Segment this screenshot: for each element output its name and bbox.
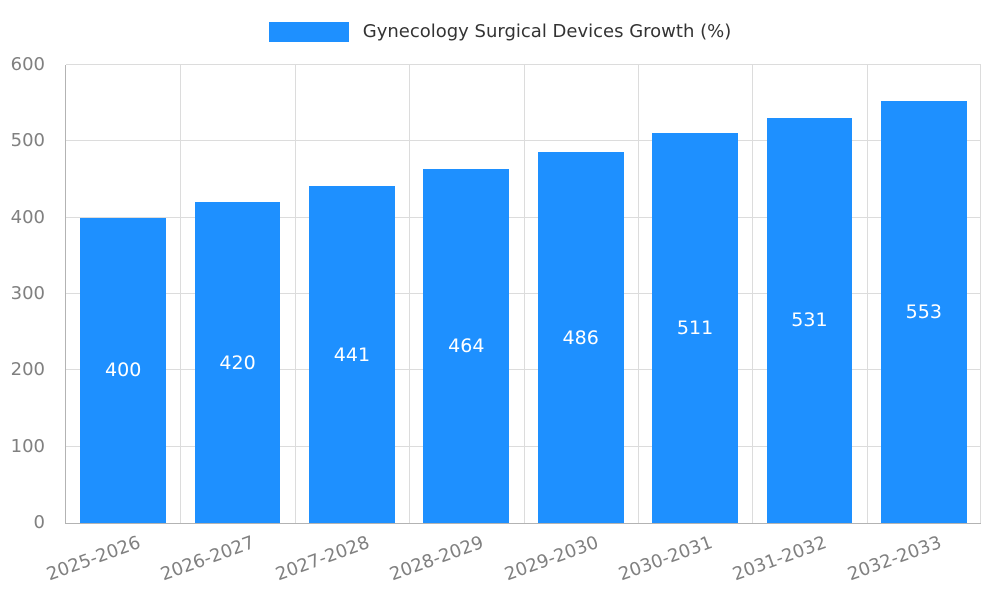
bar-2031-2032: 531 [766,117,853,523]
v-gridline [637,65,639,523]
bar-2025-2026: 400 [80,217,167,523]
chart-title: Gynecology Surgical Devices Growth (%) [362,21,732,42]
v-gridline [409,65,411,523]
v-gridline [980,65,981,523]
x-tick-label: 2025-2026 [43,532,144,586]
bar-value-label: 441 [333,343,371,366]
v-gridline [294,65,296,523]
bar-value-label: 486 [562,326,599,349]
y-tick-label: 600 [10,54,45,75]
x-tick-label: 2026-2027 [158,532,258,586]
y-tick-label: 400 [10,206,45,228]
bar-2029-2030: 486 [537,152,624,523]
y-tick-label: 500 [10,130,45,152]
v-gridline [523,65,525,523]
x-tick-label: 2028-2029 [387,532,487,586]
bar-2028-2029: 464 [423,168,510,523]
y-tick-label: 200 [10,359,45,381]
bar-value-label: 420 [219,351,256,374]
x-axis: 2025-2026 2026-2027 2027-2028 2028-2029 2029… [0,523,1000,600]
x-tick-label: 2031-2032 [730,532,830,586]
chart-legend[interactable]: Gynecology Surgical Devices Growth (%) [0,18,1000,46]
x-tick-label: 2030-2031 [615,532,716,586]
bar-value-label: 511 [676,316,714,339]
bar-2027-2028: 441 [309,186,395,523]
bar-value-label: 464 [448,334,485,357]
bar-value-label: 553 [905,300,942,323]
bar-value-label: 531 [791,309,828,332]
y-tick-label: 0 [33,512,45,533]
bar-2032-2033: 553 [880,100,967,523]
legend-swatch [268,22,349,42]
y-tick-label: 300 [10,283,45,304]
bar-2030-2031: 511 [652,132,738,523]
bar-value-label: 400 [105,359,142,382]
bar-2026-2027: 420 [194,202,281,523]
v-gridline [752,65,754,523]
plot-area: 400 420 441 464 486 511 531 553 [65,64,981,524]
v-gridline [866,65,868,523]
x-tick-label: 2027-2028 [272,532,373,586]
y-tick-label: 100 [10,435,45,457]
x-tick-label: 2032-2033 [844,532,944,586]
y-axis: 0 100 200 300 400 500 600 [0,54,55,533]
v-gridline [180,65,182,523]
h-gridline [66,64,981,65]
x-tick-label: 2029-2030 [501,532,601,586]
